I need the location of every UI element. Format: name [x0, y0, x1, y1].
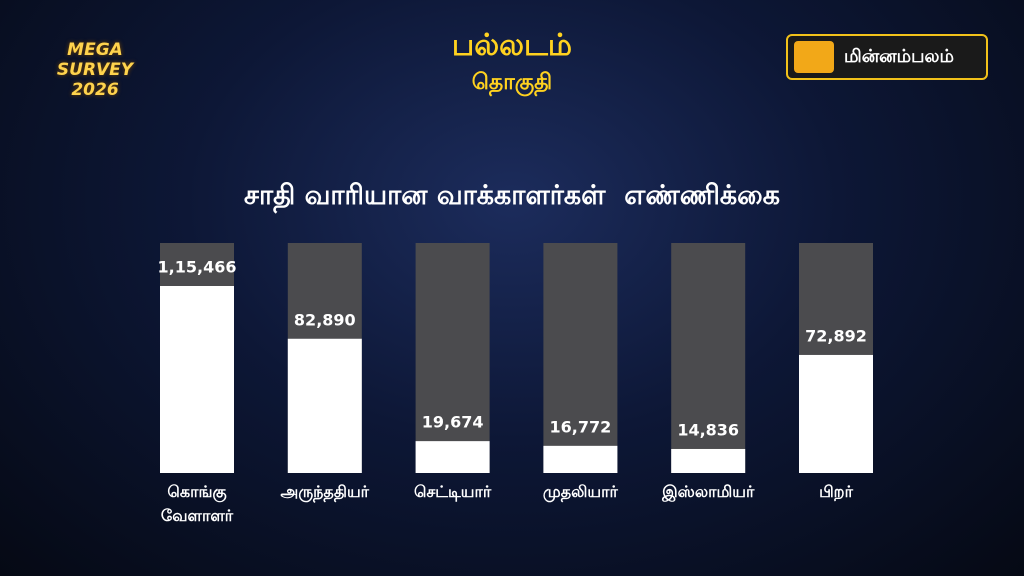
badge-year: 2026 [71, 80, 119, 100]
constituency-label: தொகுதி [471, 70, 553, 95]
constituency: பல்லடம் [451, 28, 573, 63]
bar-track [415, 243, 490, 473]
bar [160, 286, 234, 473]
logo-text: மின்னம்பலம் [844, 46, 954, 67]
logo: மின்னம்பலம் [786, 34, 988, 80]
bar [543, 445, 618, 473]
value-label: 14,836 [677, 420, 739, 439]
bar-track [543, 243, 618, 473]
category-label: அருந்ததியர் [280, 482, 370, 501]
category-label: கொங்கு வேளாளர் [160, 482, 234, 525]
category-label: செட்டியார் [413, 482, 492, 501]
value-label: 19,674 [422, 413, 484, 432]
bar [287, 338, 362, 473]
chart-title: சாதி வாரியான வாக்காளர்கள் எண்ணிக்கை [244, 180, 780, 211]
bar [671, 448, 746, 473]
value-label: 72,892 [805, 326, 867, 345]
category-label: முதலியார் [542, 482, 618, 501]
category-label: பிறர் [819, 482, 853, 501]
logo-icon [794, 41, 834, 73]
category-label: இஸ்லாமியர் [662, 482, 755, 501]
bar-track [671, 243, 746, 473]
survey-badge: MEGA SURVEY 2026 [40, 40, 150, 100]
bar [415, 441, 490, 473]
value-label: 82,890 [294, 310, 356, 329]
bar [799, 354, 873, 473]
value-label: 1,15,466 [158, 258, 237, 277]
value-label: 16,772 [550, 417, 612, 436]
badge-text: MEGA SURVEY [56, 40, 134, 80]
